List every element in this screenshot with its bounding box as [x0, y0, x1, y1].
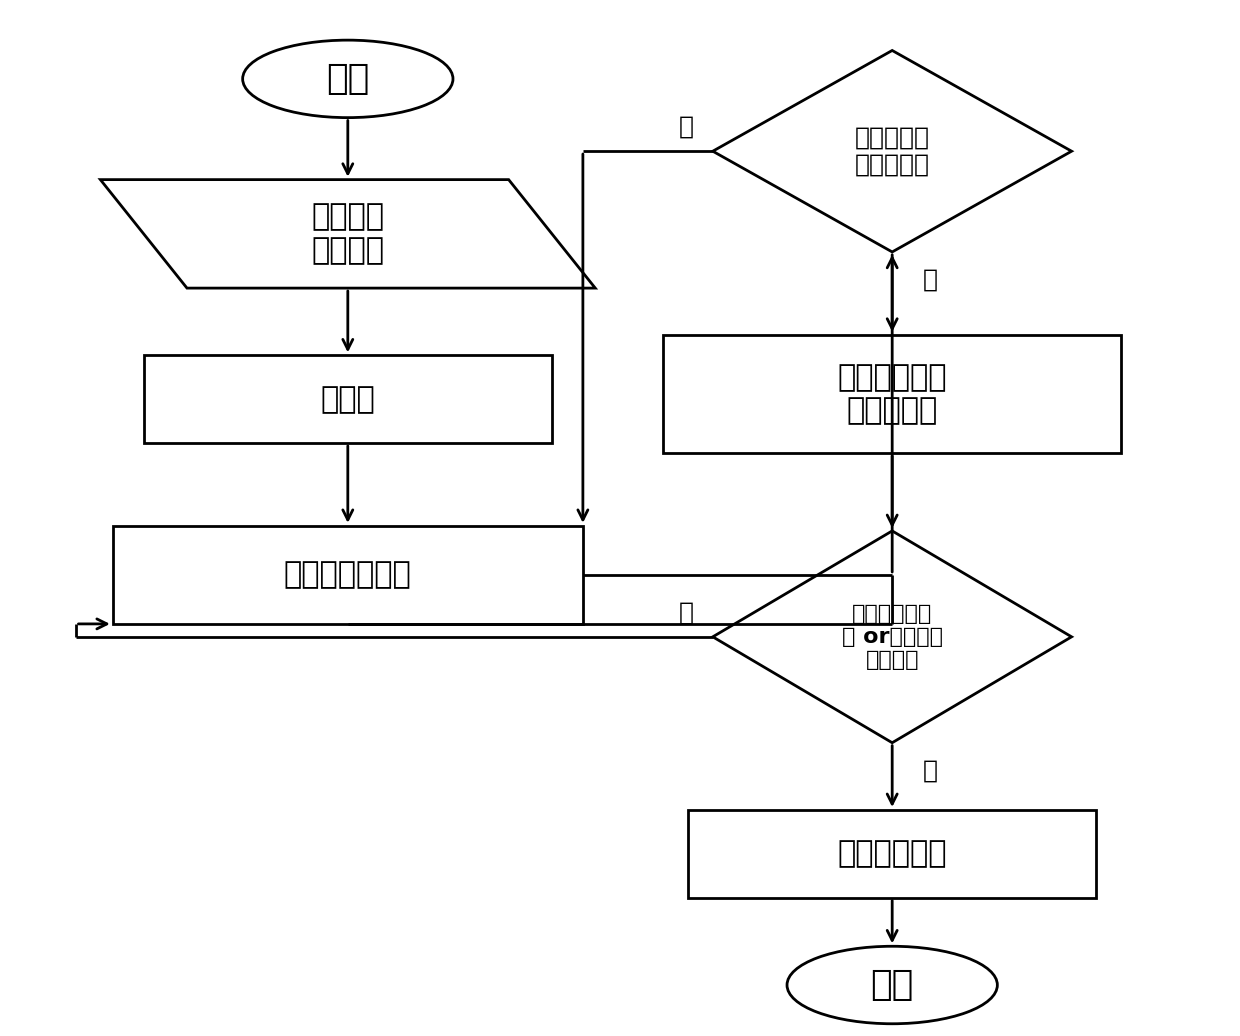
Text: 参数输入
电路解析: 参数输入 电路解析	[311, 203, 384, 265]
Bar	[688, 810, 1096, 898]
Bar	[144, 355, 552, 443]
Bar	[113, 525, 583, 624]
Bar	[663, 335, 1121, 454]
Text: 面积延迟积变
差 or达到优化
次数上限: 面积延迟积变 差 or达到优化 次数上限	[842, 604, 942, 670]
Text: 产生优化报告: 产生优化报告	[837, 839, 947, 868]
Text: 初始化: 初始化	[320, 384, 376, 413]
Text: 否: 否	[680, 601, 694, 625]
Text: 否: 否	[680, 115, 694, 139]
Text: 是: 是	[923, 267, 939, 291]
Text: 逐个子电路优化: 逐个子电路优化	[284, 560, 412, 589]
Text: 是: 是	[923, 758, 939, 782]
Text: 结束: 结束	[870, 968, 914, 1002]
Text: 所有子电路
优化完毕？: 所有子电路 优化完毕？	[854, 125, 930, 177]
Text: 开始: 开始	[326, 62, 370, 96]
Text: 综合路径延迟
和面积计算: 综合路径延迟 和面积计算	[837, 363, 947, 426]
